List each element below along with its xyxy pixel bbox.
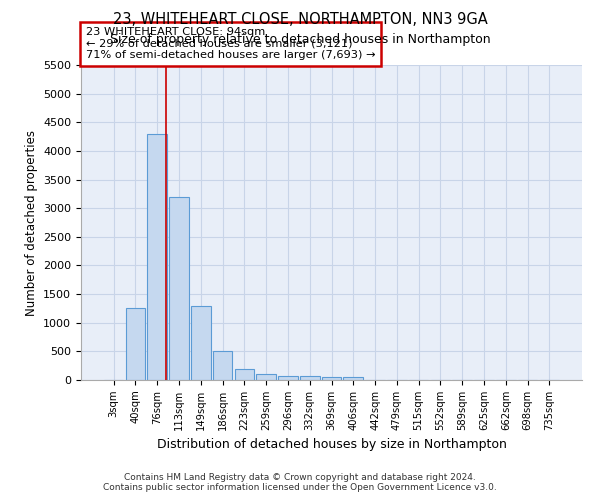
Text: Size of property relative to detached houses in Northampton: Size of property relative to detached ho… xyxy=(110,32,490,46)
Bar xyxy=(125,308,145,380)
Bar xyxy=(169,196,189,380)
Bar xyxy=(322,377,341,380)
Bar xyxy=(148,134,167,380)
Bar xyxy=(278,376,298,380)
Text: 23, WHITEHEART CLOSE, NORTHAMPTON, NN3 9GA: 23, WHITEHEART CLOSE, NORTHAMPTON, NN3 9… xyxy=(113,12,487,28)
Y-axis label: Number of detached properties: Number of detached properties xyxy=(25,130,38,316)
Text: Contains HM Land Registry data © Crown copyright and database right 2024.
Contai: Contains HM Land Registry data © Crown c… xyxy=(103,473,497,492)
Bar xyxy=(256,374,276,380)
Bar xyxy=(300,376,320,380)
Bar xyxy=(343,377,363,380)
Bar xyxy=(235,368,254,380)
Text: 23 WHITEHEART CLOSE: 94sqm
← 29% of detached houses are smaller (3,121)
71% of s: 23 WHITEHEART CLOSE: 94sqm ← 29% of deta… xyxy=(86,27,376,60)
Bar xyxy=(191,306,211,380)
X-axis label: Distribution of detached houses by size in Northampton: Distribution of detached houses by size … xyxy=(157,438,506,452)
Bar xyxy=(213,352,232,380)
